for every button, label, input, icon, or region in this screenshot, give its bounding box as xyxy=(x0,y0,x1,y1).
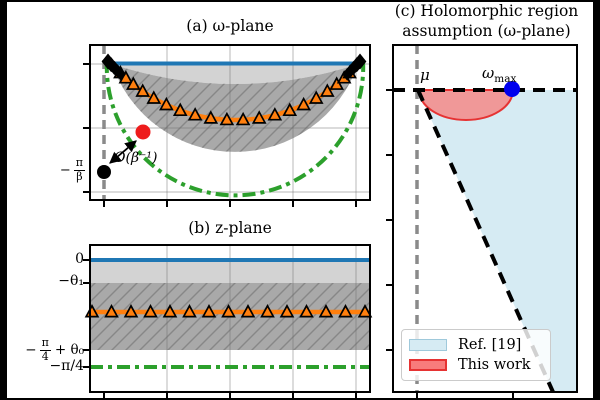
axes-frame-c xyxy=(392,44,578,393)
legend-patch-ref19 xyxy=(409,338,447,351)
ytick-label-minus-pi-over-beta: − π β xyxy=(59,156,85,183)
gray-band-region xyxy=(90,260,370,283)
omega-max-label: ωmax xyxy=(482,64,517,85)
omega-max-dot xyxy=(504,81,520,97)
mu-label: μ xyxy=(420,66,430,84)
panel-b-z-plane xyxy=(83,244,373,398)
panel-c-holomorphic-region xyxy=(386,44,578,398)
ytick-label-minus-pi4: −π/4 xyxy=(49,358,84,374)
letterbox-bar-right xyxy=(593,0,600,400)
legend-row-this-work: This work xyxy=(402,357,550,373)
minus-pi-over-beta-dot xyxy=(97,165,111,179)
ytick-label-minus-theta1: −θ₁ xyxy=(58,273,84,289)
this-work-region xyxy=(417,89,515,121)
panel-a-title: (a) ω-plane xyxy=(186,17,274,35)
panel-c-title-line1: (c) Holomorphic region xyxy=(394,2,579,20)
ytick-label-zero: 0 xyxy=(75,251,84,267)
hatched-bowl-hatch xyxy=(112,64,358,152)
distance-arrow xyxy=(109,140,137,164)
panel-c-title-line2: assumption (ω-plane) xyxy=(402,22,571,40)
legend-label-ref19: Ref. [19] xyxy=(458,336,522,353)
holomorphic-lens-region xyxy=(112,64,358,85)
letterbox-bar-left xyxy=(0,0,7,400)
legend-row-ref19: Ref. [19] xyxy=(402,337,550,353)
letterbox-bar-top xyxy=(0,0,600,2)
contour-markers-a xyxy=(101,53,367,126)
axis-ticks-b xyxy=(83,259,357,398)
annotation-order-beta-inverse: O(β⁻¹) xyxy=(114,150,158,166)
axis-ticks-a xyxy=(83,63,357,207)
panel-b-title: (b) z-plane xyxy=(188,219,272,237)
contour-markers-b xyxy=(84,304,373,318)
green-dashdot-arc xyxy=(104,59,366,198)
legend-label-this-work: This work xyxy=(458,357,531,374)
letterbox-bar-bottom xyxy=(0,398,600,400)
legend: Ref. [19] This work xyxy=(401,329,551,381)
red-pole-dot xyxy=(135,124,151,140)
legend-patch-this-work xyxy=(409,359,447,372)
boundary-dashed-diagonal xyxy=(416,89,555,393)
ytick-label-minus-pi4-plus-theta0: − π 4 + θ₀ xyxy=(25,336,84,363)
panel-c-title: (c) Holomorphic region assumption (ω-pla… xyxy=(380,1,593,41)
panel-a-omega-plane xyxy=(83,44,371,207)
axis-ticks-c xyxy=(386,89,514,398)
ref19-region xyxy=(418,90,577,392)
